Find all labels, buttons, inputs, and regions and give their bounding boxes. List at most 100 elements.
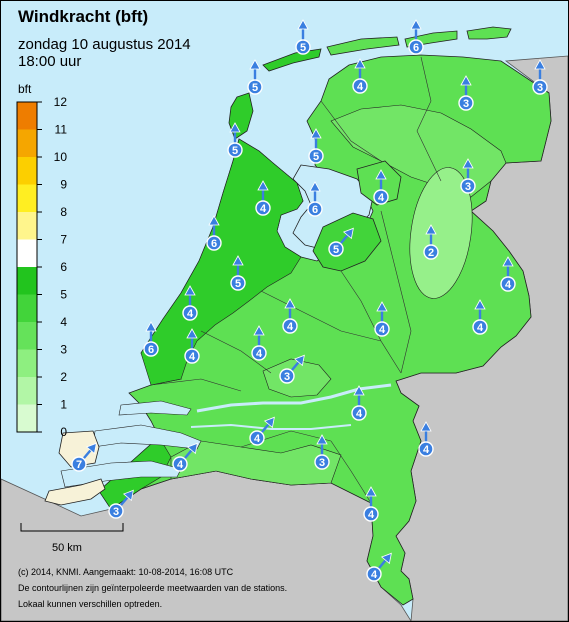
station-bft-value: 4 [505, 279, 512, 291]
station-marker-circle [373, 189, 389, 205]
station-rotterdam: 4 [251, 325, 267, 361]
wind-arrow-icon [284, 298, 296, 320]
legend-swatches [17, 102, 37, 432]
footer-note-local: Lokaal kunnen verschillen optreden. [18, 599, 163, 609]
station-bft-value: 4 [356, 408, 363, 420]
station-marker-circle [418, 441, 434, 457]
island-schiermonnikoog [466, 26, 512, 40]
legend-tick-label: 12 [54, 95, 68, 109]
zone-bft-7-walcheren [58, 430, 100, 468]
wind-arrow-icon [353, 385, 365, 407]
station-gilze-rijen: 4 [172, 442, 198, 472]
station-bft-value: 6 [312, 204, 318, 216]
station-marker-circle [172, 456, 188, 472]
footer-copyright: (c) 2014, KNMI. Aangemaakt: 10-08-2014, … [18, 567, 234, 577]
station-bft-value: 4 [254, 433, 261, 445]
legend-tick-label: 9 [60, 178, 67, 192]
legend-tick-label: 2 [60, 370, 67, 384]
station-marker-circle [423, 244, 439, 260]
station-vlissingen: 7 [71, 442, 97, 472]
station-ameland: 4 [352, 58, 368, 94]
station-berkhout: 4 [255, 180, 271, 216]
legend-tick-label: 3 [60, 343, 67, 357]
station-vlieland: 6 [408, 19, 424, 55]
station-stavoren: 5 [308, 128, 324, 164]
station-bft-value: 3 [463, 98, 469, 110]
station-hoek-van-holland: 6 [143, 321, 159, 357]
zone-bft-3-south [170, 440, 342, 486]
wind-arrow-icon [376, 301, 388, 323]
station-marker-circle [351, 405, 367, 421]
station-herwijnen: 3 [279, 354, 305, 384]
legend-swatch-1-2 [17, 377, 37, 405]
station-marker-circle [247, 79, 263, 95]
station-lelystad: 5 [328, 227, 354, 257]
wind-arrow-icon [145, 321, 157, 343]
station-marker-circle [328, 241, 344, 257]
station-bft-value: 4 [256, 348, 263, 360]
wind-arrow-icon [534, 59, 546, 81]
station-bft-value: 4 [177, 459, 184, 471]
station-marknesse: 4 [373, 169, 389, 205]
legend-tick-label: 4 [60, 315, 67, 329]
station-marker-circle [251, 345, 267, 361]
station-arcen: 4 [418, 421, 434, 457]
station-eindhoven: 3 [314, 434, 330, 470]
wind-arrow-icon [420, 421, 432, 443]
station-bft-value: 6 [211, 238, 217, 250]
station-texel-north: 5 [247, 59, 263, 95]
wind-arrow-icon [297, 19, 309, 41]
station-marker-circle [314, 454, 330, 470]
station-maastricht: 4 [366, 552, 392, 582]
wind-arrow-icon [81, 442, 97, 461]
legend-swatch-3-4 [17, 322, 37, 350]
station-marker-circle [184, 348, 200, 364]
stations-layer: 5 6 4 5 3 3 3 5 5 4 6 4 6 5 2 5 4 4 4 4 4 6 4 4 4 3 4 4 4 7 3 3 4 4 [71, 19, 548, 582]
station-marker-circle [408, 39, 424, 55]
wind-arrow-icon [310, 128, 322, 150]
map-time: 18:00 uur [18, 53, 82, 70]
station-bft-value: 3 [284, 371, 290, 383]
station-marker-circle [532, 79, 548, 95]
wind-arrow-icon [338, 227, 354, 246]
station-bft-value: 6 [413, 42, 419, 54]
station-ijmuiden: 6 [206, 215, 222, 251]
estuary-oosterschelde [92, 424, 202, 450]
station-deelen: 4 [282, 298, 298, 334]
legend-tick-label: 7 [60, 233, 67, 247]
legend-tick-label: 5 [60, 288, 67, 302]
station-marker-circle [71, 456, 87, 472]
wind-arrow-icon [425, 224, 437, 246]
flevoland [312, 212, 382, 272]
station-marker-circle [143, 341, 159, 357]
wind-arrow-icon [259, 416, 275, 435]
station-bft-value: 4 [423, 444, 430, 456]
noordoostpolder [356, 160, 402, 206]
legend-tick-label: 6 [60, 260, 67, 274]
wind-arrow-icon [232, 255, 244, 277]
island-vlieland [262, 48, 322, 72]
station-bft-value: 2 [428, 247, 434, 259]
river-maas [190, 423, 352, 430]
estuary-westerschelde [60, 460, 182, 488]
footer-note-contours: De contourlijnen zijn geïnterpoleerde me… [18, 583, 288, 593]
station-bft-value: 3 [113, 506, 119, 518]
legend-tick-label: 0 [60, 425, 67, 439]
station-delfzijl: 3 [460, 158, 476, 194]
map-title: Windkracht (bft) [18, 7, 149, 26]
station-bft-value: 4 [379, 324, 386, 336]
station-de-kooy: 5 [227, 122, 243, 158]
station-bft-value: 7 [76, 459, 82, 471]
station-bft-value: 4 [477, 322, 484, 334]
station-marker-circle [249, 430, 265, 446]
station-bft-value: 4 [368, 509, 375, 521]
station-marker-circle [307, 201, 323, 217]
scale-bar-label: 50 km [52, 542, 82, 554]
station-bft-value: 3 [537, 82, 543, 94]
station-wijk-aan-zee: 5 [230, 255, 246, 291]
station-marker-circle [472, 319, 488, 335]
station-marker-circle [279, 368, 295, 384]
legend-swatch-8-9 [17, 184, 37, 212]
